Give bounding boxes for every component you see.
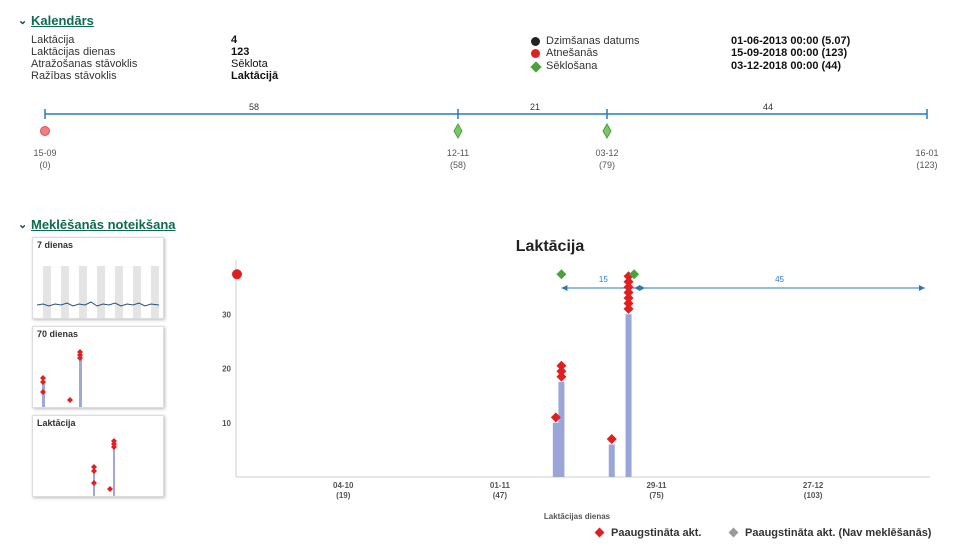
timeline-segment-1: 58 <box>249 102 260 112</box>
x-tick-day: (19) <box>336 491 351 500</box>
legend-item-elevated-activity[interactable]: Paaugstināta akt. <box>594 527 701 539</box>
x-tick-label: 01-11 <box>490 481 511 490</box>
event-label-calving: Atnešanās <box>546 47 598 59</box>
activity-point <box>550 412 561 423</box>
field-label-prod-status: Ražības stāvoklis <box>31 70 117 82</box>
red-diamond-icon <box>594 527 605 538</box>
insemination-event-marker <box>556 269 567 280</box>
calendar-collapse-icon[interactable]: ⌄ <box>18 15 28 27</box>
x-tick-day: (103) <box>804 491 823 500</box>
chart-title: Laktācija <box>516 238 585 255</box>
x-tick-label: 27-12 <box>803 481 824 490</box>
field-label-lactation: Laktācija <box>31 34 75 46</box>
event-value-insemination: 03-12-2018 00:00 (44) <box>731 60 842 72</box>
gray-diamond-icon <box>728 527 739 538</box>
activity-point <box>623 303 634 314</box>
activity-point <box>556 360 567 371</box>
timeline-tick: 03-12 (79) <box>595 148 619 170</box>
field-label-lactation-days: Laktācijas dienas <box>31 46 116 58</box>
event-label-birth: Dzimšanas datums <box>546 35 640 47</box>
x-tick-day: (75) <box>649 491 664 500</box>
y-tick-label: 30 <box>222 310 231 319</box>
lactation-chart: Laktācija 10 20 30 04-10(19) 01-11(47) 29-11… <box>222 238 930 521</box>
interval-label: 45 <box>775 275 784 284</box>
activity-point <box>623 271 634 282</box>
event-value-calving: 15-09-2018 00:00 (123) <box>731 47 848 59</box>
insemination-event-icon <box>530 61 542 73</box>
calving-event-icon <box>531 49 540 58</box>
heat-collapse-icon[interactable]: ⌄ <box>18 219 28 231</box>
calendar-timeline <box>40 109 928 140</box>
y-tick-label: 10 <box>222 419 231 428</box>
activity-point <box>623 282 634 293</box>
x-axis-label: Laktācijas dienas <box>544 512 611 521</box>
timeline-calving-marker[interactable] <box>40 126 50 136</box>
thumb-title: 70 dienas <box>37 329 79 339</box>
birth-event-icon <box>531 37 540 46</box>
legend-item-elevated-activity-no-heat[interactable]: Paaugstināta akt. (Nav meklēšanās) <box>728 527 931 539</box>
timeline-insemination-marker[interactable] <box>453 122 463 140</box>
timeline-insemination-marker[interactable] <box>602 122 612 140</box>
activity-bar <box>552 422 559 477</box>
thumb-7-days-plot <box>36 266 160 318</box>
activity-point <box>623 292 634 303</box>
activity-point <box>623 276 634 287</box>
field-label-repro-status: Atražošanas stāvoklis <box>31 58 138 70</box>
heat-detection-title[interactable]: Meklēšanās noteikšana <box>31 217 176 232</box>
thumb-70-days-plot <box>40 349 83 407</box>
x-tick-day: (47) <box>493 491 508 500</box>
calendar-title[interactable]: Kalendārs <box>31 13 94 28</box>
thumb-title: Laktācija <box>37 418 76 428</box>
activity-bar <box>558 382 565 477</box>
activity-point <box>556 366 567 377</box>
activity-point <box>623 298 634 309</box>
timeline-tick: 15-09 (0) <box>33 148 57 170</box>
timeline-segment-2: 21 <box>530 102 541 112</box>
thumb-title: 7 dienas <box>37 240 74 250</box>
field-value-lactation-days: 123 <box>231 46 250 58</box>
field-value-repro-status: Sēklota <box>231 58 268 70</box>
thumb-7-days[interactable]: 7 dienas <box>32 237 164 319</box>
field-value-lactation: 4 <box>231 34 238 46</box>
thumb-lactation[interactable]: Laktācija <box>32 415 164 497</box>
interval-label: 15 <box>599 275 608 284</box>
timeline-tick: 12-11 (58) <box>446 148 470 170</box>
activity-point <box>556 371 567 382</box>
interval-arrow-left <box>634 285 641 291</box>
activity-bar <box>608 444 615 477</box>
event-value-birth: 01-06-2013 00:00 (5.07) <box>731 35 851 47</box>
field-value-prod-status: Laktācijā <box>231 70 279 82</box>
y-tick-label: 20 <box>222 365 231 374</box>
thumb-70-days[interactable]: 70 dienas <box>32 326 164 408</box>
timeline-tick: 16-01 (123) <box>915 148 939 170</box>
insemination-event-marker <box>629 269 640 280</box>
interval-arrow-right <box>919 285 925 291</box>
activity-bar <box>625 314 632 477</box>
thumb-lactation-plot <box>91 438 117 496</box>
x-tick-label: 04-10 <box>333 481 354 490</box>
timeline-segment-3: 44 <box>763 102 774 112</box>
calving-event-marker <box>232 269 242 280</box>
event-label-insemination: Sēklošana <box>546 60 598 72</box>
activity-point <box>623 287 634 298</box>
activity-point <box>606 434 617 445</box>
interval-arrow-left <box>561 285 568 291</box>
x-tick-label: 29-11 <box>646 481 667 490</box>
